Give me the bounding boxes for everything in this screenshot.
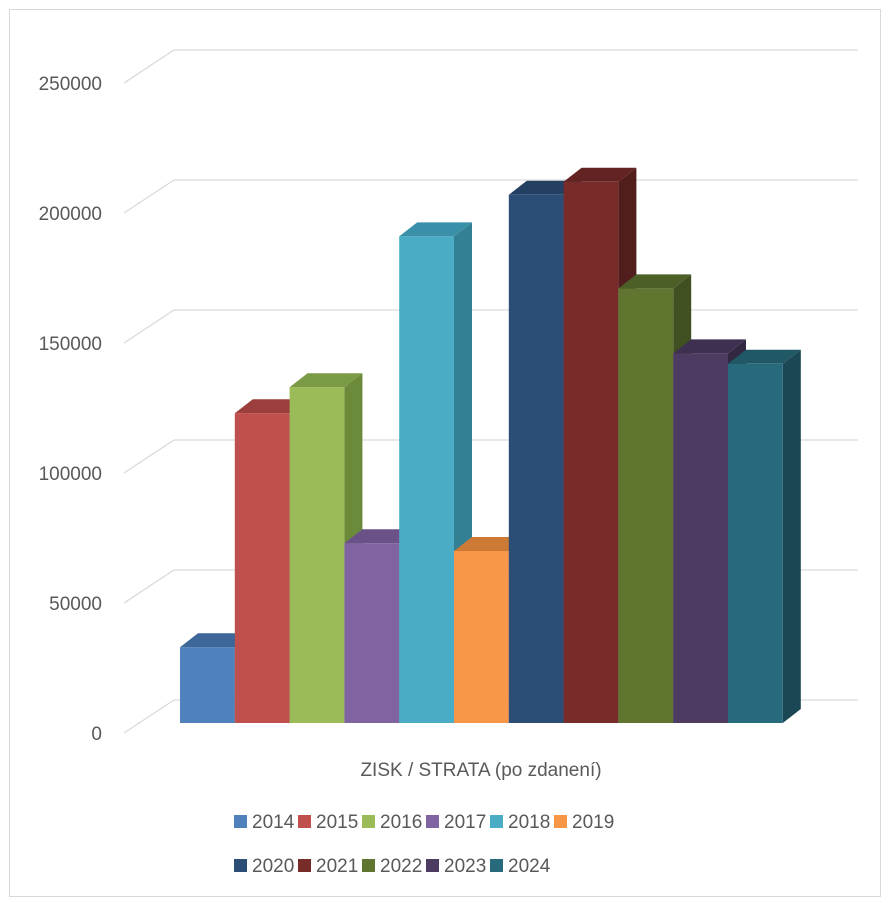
legend-label: 2019 <box>572 812 614 833</box>
y-axis-tick-labels: 0 50000 100000 150000 200000 250000 <box>39 74 102 745</box>
bar-front-face <box>563 181 619 724</box>
bar-front-face <box>728 363 783 723</box>
legend-item-2014: 2014 <box>234 812 295 833</box>
legend-label: 2023 <box>444 856 486 877</box>
bar-top-face <box>618 274 692 289</box>
legend-swatch <box>554 815 567 828</box>
legend-swatch <box>426 815 439 828</box>
legend-item-2016: 2016 <box>362 812 422 833</box>
legend-swatch <box>234 859 247 872</box>
gridline-diagonal <box>123 309 175 344</box>
y-tick-label: 250000 <box>39 74 102 95</box>
bar-top-face <box>454 537 527 551</box>
legend-item-2020: 2020 <box>234 856 294 877</box>
legend-item-2022: 2022 <box>362 856 422 877</box>
gridline-diagonal <box>123 569 175 604</box>
legend-swatch <box>298 859 311 872</box>
bar-front-face <box>618 288 674 723</box>
legend-swatch <box>490 815 503 828</box>
y-tick-label: 100000 <box>39 464 102 485</box>
bar-top-face <box>399 222 472 237</box>
bar-top-face <box>344 529 418 544</box>
legend-swatch <box>234 815 247 828</box>
legend-item-2023: 2023 <box>426 856 486 877</box>
legend-swatch <box>490 859 503 872</box>
bar-top-face <box>234 399 308 414</box>
legend-item-2019: 2019 <box>554 812 614 833</box>
bar-front-face <box>673 353 728 723</box>
bar-front-face <box>508 194 564 724</box>
legend-item-2015: 2015 <box>298 812 358 833</box>
legend-item-2024: 2024 <box>490 856 551 877</box>
legend-label: 2020 <box>252 856 294 877</box>
bar-side-face <box>782 349 801 723</box>
bar-front-face <box>454 551 509 723</box>
bar-top-face <box>289 373 363 388</box>
legend-label: 2021 <box>316 856 358 877</box>
y-tick-label: 50000 <box>49 594 102 615</box>
legend-label: 2014 <box>252 812 295 833</box>
bar-front-face <box>180 647 235 723</box>
legend-item-2021: 2021 <box>298 856 358 877</box>
legend-swatch <box>362 859 375 872</box>
y-tick-label: 0 <box>91 724 102 745</box>
legend-label: 2024 <box>508 856 551 877</box>
y-tick-label: 150000 <box>39 334 102 355</box>
bar-top-face <box>728 349 801 364</box>
legend-label: 2016 <box>380 812 422 833</box>
gridline-diagonal <box>123 439 175 474</box>
legend-label: 2022 <box>380 856 422 877</box>
bar-front-face <box>234 413 290 723</box>
bar-top-face <box>180 633 253 648</box>
bar-top-face <box>673 339 746 354</box>
bar-2024 <box>728 349 801 723</box>
x-category-label: ZISK / STRATA (po zdanení) <box>360 760 601 781</box>
gridline-diagonal <box>123 179 175 214</box>
y-tick-label: 200000 <box>39 204 102 225</box>
legend-swatch <box>426 859 439 872</box>
gridline-diagonal <box>123 699 175 734</box>
legend-label: 2018 <box>508 812 550 833</box>
bar-front-face <box>289 387 345 723</box>
legend-item-2018: 2018 <box>490 812 550 833</box>
legend-label: 2017 <box>444 812 486 833</box>
legend: 2014 2015 2016 2017 2018 2019 2020 2021 2022 2023… <box>234 812 614 877</box>
bar-top-face <box>563 167 637 182</box>
legend-label: 2015 <box>316 812 358 833</box>
bar-2018 <box>399 222 472 723</box>
bar-top-face <box>508 180 582 195</box>
bars <box>180 167 801 724</box>
bar-front-face <box>344 543 400 723</box>
legend-swatch <box>362 815 375 828</box>
chart-frame <box>9 9 881 897</box>
legend-swatch <box>298 815 311 828</box>
gridline-diagonal <box>123 49 175 84</box>
bar-front-face <box>399 236 454 723</box>
legend-item-2017: 2017 <box>426 812 486 833</box>
